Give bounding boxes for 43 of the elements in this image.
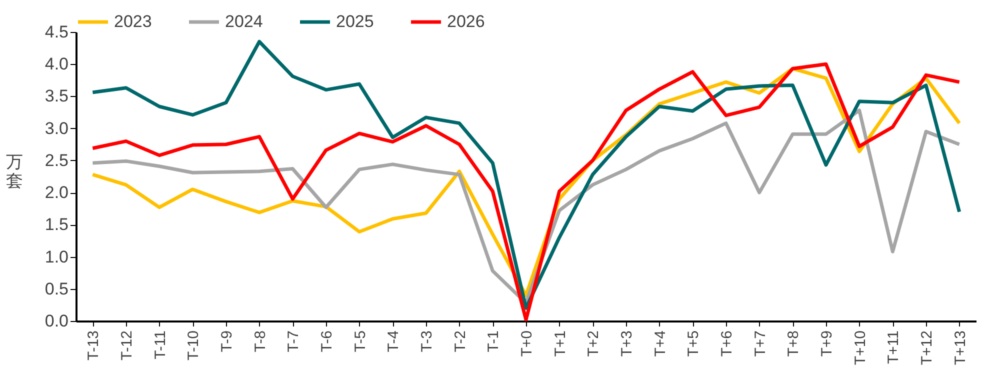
x-tick-label: T+1 bbox=[552, 330, 569, 357]
x-tick-label: T-4 bbox=[385, 330, 402, 352]
x-tick-label: T+10 bbox=[852, 330, 869, 366]
y-tick-label: 0.5 bbox=[44, 279, 68, 298]
x-tick-label: T-6 bbox=[318, 330, 336, 352]
x-tick-label: T+4 bbox=[652, 330, 669, 357]
x-tick-label: T+8 bbox=[785, 330, 802, 357]
y-tick-label: 4.5 bbox=[44, 22, 68, 42]
y-axis-title: 万套 bbox=[6, 152, 23, 190]
x-tick-label: T-10 bbox=[185, 330, 202, 361]
x-tick-label: T-2 bbox=[452, 330, 469, 352]
x-tick-label: T-9 bbox=[218, 330, 236, 352]
x-tick-label: T+0 bbox=[518, 330, 536, 357]
x-tick-label: T+6 bbox=[718, 330, 736, 357]
x-tick-label: T-5 bbox=[352, 330, 369, 352]
x-tick-label: T-7 bbox=[285, 330, 302, 352]
y-tick-label: 3.0 bbox=[44, 118, 68, 138]
y-tick-label: 3.5 bbox=[44, 86, 68, 106]
y-tick-label: 1.0 bbox=[44, 247, 68, 266]
x-tick-label: T-8 bbox=[252, 330, 269, 352]
x-tick-label: T+2 bbox=[585, 330, 602, 357]
y-tick-label: 4.0 bbox=[44, 54, 68, 74]
y-tick-label: 0.0 bbox=[44, 312, 68, 330]
x-tick-label: T+7 bbox=[752, 330, 769, 357]
x-tick-label: T-3 bbox=[418, 330, 436, 352]
x-tick-label: T-12 bbox=[118, 330, 136, 361]
x-tick-label: T+5 bbox=[685, 330, 702, 357]
y-tick-label: 1.5 bbox=[44, 215, 68, 234]
x-tick-label: T+13 bbox=[952, 330, 969, 366]
y-tick-label: 2.5 bbox=[44, 150, 68, 170]
legend-label: 2025 bbox=[336, 12, 374, 31]
line-series bbox=[90, 108, 962, 305]
x-tick-label: T-13 bbox=[85, 330, 102, 361]
y-tick-label: 2.0 bbox=[44, 183, 68, 202]
legend-label: 2023 bbox=[114, 12, 152, 31]
x-tick-label: T+3 bbox=[618, 330, 636, 357]
x-tick-label: T+9 bbox=[818, 330, 836, 357]
legend-label: 2026 bbox=[447, 12, 485, 31]
x-tick-label: T+11 bbox=[885, 330, 902, 364]
x-tick-label: T-11 bbox=[152, 330, 169, 360]
x-tick-label: T-1 bbox=[485, 330, 502, 352]
x-tick-label: T+12 bbox=[918, 330, 936, 366]
legend-label: 2024 bbox=[225, 12, 263, 31]
